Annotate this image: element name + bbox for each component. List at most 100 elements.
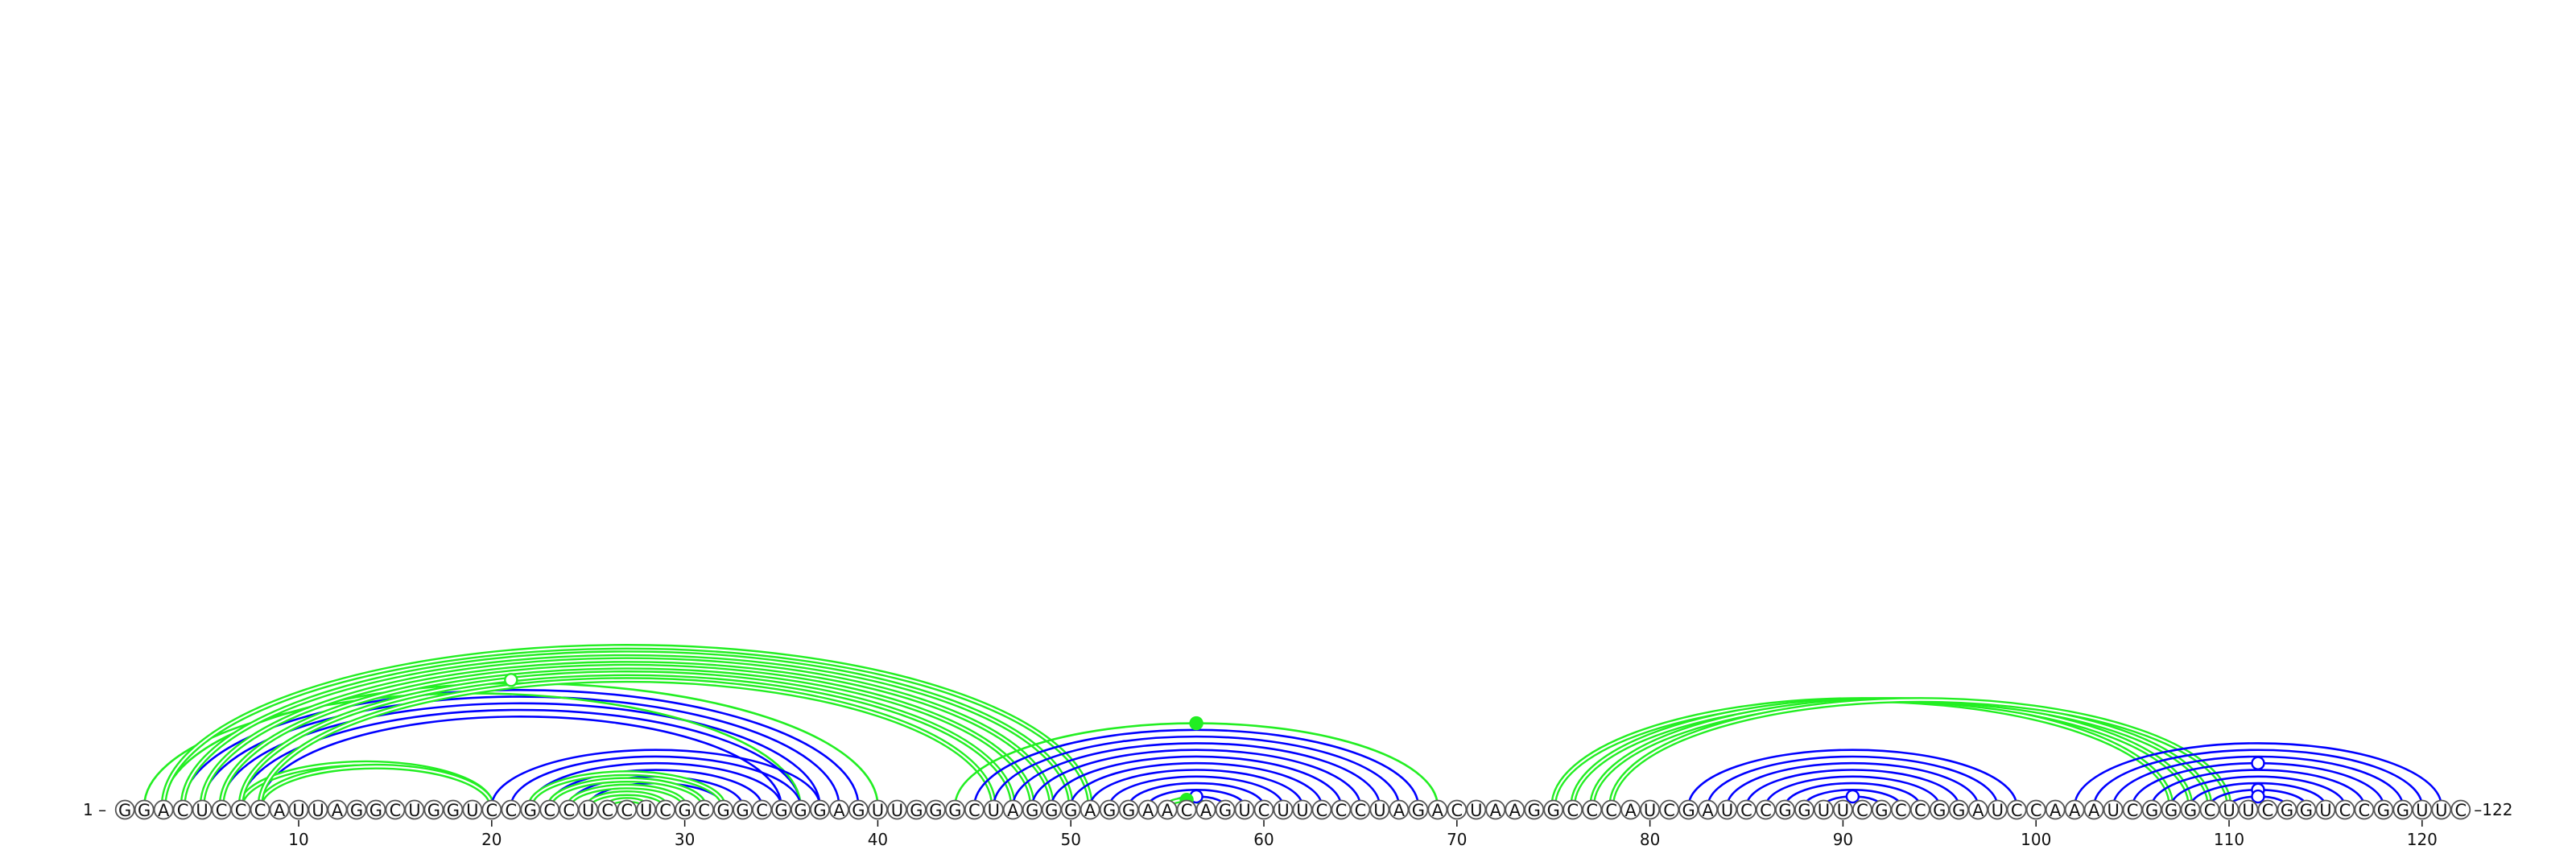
nucleotide-letter: G (447, 801, 460, 820)
nucleotide: C (617, 799, 638, 820)
nucleotide-circle (2392, 799, 2413, 820)
nucleotide-letter: G (794, 801, 807, 820)
nucleotide-letter: G (1778, 801, 1791, 820)
nucleotide-circle (771, 799, 791, 820)
nucleotide: U (887, 799, 907, 820)
nucleotide-letter: C (2339, 801, 2351, 820)
nucleotide-letter: G (1547, 801, 1560, 820)
nucleotide: C (2122, 799, 2143, 820)
nucleotide-letter: C (1605, 801, 1617, 820)
base-pair-arc (2073, 742, 2443, 807)
nucleotide-circle (1215, 799, 1236, 820)
nucleotide-letter: C (2262, 801, 2274, 820)
nucleotide: C (539, 799, 560, 820)
base-pair-arc (258, 716, 782, 807)
nucleotide: G (134, 799, 155, 820)
nucleotide-letter: G (2396, 801, 2409, 820)
arc-outline (1570, 697, 2194, 807)
nucleotide-circle (1871, 799, 1892, 820)
nucleotide-circle (2334, 799, 2355, 820)
base-pair-arc (1030, 749, 1362, 807)
nucleotide: G (1524, 799, 1545, 820)
nucleotide: A (1427, 799, 1448, 820)
nucleotide: U (462, 799, 483, 820)
nucleotide-letter: G (948, 801, 961, 820)
nucleotide-circle (1273, 799, 1294, 820)
nucleotide: A (1967, 799, 1988, 820)
tick-label: 50 (1060, 830, 1080, 849)
nucleotide-circle (211, 799, 232, 820)
nucleotide-letter: G (1952, 801, 1965, 820)
arc-core (258, 679, 995, 807)
nucleotide-circle (1408, 799, 1429, 820)
nucleotide-letter: C (1181, 801, 1193, 820)
nucleotide-circle (1890, 799, 1911, 820)
nucleotide: C (1582, 799, 1603, 820)
nucleotide-circle (983, 799, 1004, 820)
nucleotide-circle (1195, 799, 1216, 820)
nucleotide-letter: U (872, 801, 884, 820)
nucleotide-circle (1736, 799, 1757, 820)
nucleotide: C (230, 799, 251, 820)
nucleotide: C (1909, 799, 1930, 820)
nucleotide: A (327, 799, 348, 820)
base-pair-arcs (142, 643, 2443, 807)
nucleotide: G (1678, 799, 1699, 820)
nucleotide-circle (1852, 799, 1872, 820)
nucleotide: U (1273, 799, 1294, 820)
nucleotide: G (906, 799, 927, 820)
nucleotide: A (1080, 799, 1100, 820)
nucleotide-letter: G (1103, 801, 1116, 820)
nucleotide-circle (1292, 799, 1313, 820)
nucleotide-letter: A (1490, 801, 1502, 820)
nucleotide-letter: C (254, 801, 266, 820)
nucleotide-letter: C (601, 801, 613, 820)
nucleotide-letter: C (563, 801, 575, 820)
nucleotide-circle (2199, 799, 2220, 820)
nucleotide-circle (1659, 799, 1680, 820)
nucleotide-circle (694, 799, 714, 820)
nucleotide-circle (2296, 799, 2317, 820)
nucleotide-circle (1505, 799, 1525, 820)
nucleotide: U (2431, 799, 2452, 820)
nucleotide-letter: G (1798, 801, 1810, 820)
nucleotide-circle (1350, 799, 1371, 820)
nucleotide-letter: U (466, 801, 478, 820)
nucleotide: C (1756, 799, 1776, 820)
nucleotide: G (2277, 799, 2297, 820)
nucleotide: A (269, 799, 290, 820)
nucleotide-letter: U (1992, 801, 2004, 820)
nucleotide-letter: A (1084, 801, 1096, 820)
nucleotide: A (153, 799, 174, 820)
nucleotide-letter: A (1702, 801, 1714, 820)
nucleotide: G (1408, 799, 1429, 820)
nucleotide-letter: C (235, 801, 247, 820)
nucleotide: U (2103, 799, 2124, 820)
base-pair-arc (1108, 775, 1285, 807)
nucleotide-letter: G (350, 801, 363, 820)
nucleotide-letter: G (138, 801, 151, 820)
nucleotide: A (1137, 799, 1158, 820)
nucleotide-circle (906, 799, 927, 820)
nucleotide-circle (481, 799, 502, 820)
nucleotide: C (1601, 799, 1622, 820)
nucleotide: C (1311, 799, 1332, 820)
nucleotide-letter: C (1586, 801, 1598, 820)
nucleotide-circle (404, 799, 425, 820)
nucleotide-letter: C (756, 801, 768, 820)
apex-marker (2251, 756, 2265, 770)
nucleotide-letter: C (2204, 801, 2216, 820)
base-pair-arc (1088, 769, 1304, 807)
base-pair-arc (1765, 775, 1941, 807)
nucleotide-letter: C (505, 801, 517, 820)
nucleotide: G (2180, 799, 2201, 820)
nucleotide-circle (1176, 799, 1197, 820)
tick-label: 90 (1833, 830, 1853, 849)
nucleotide: U (1717, 799, 1737, 820)
nucleotide-letter: C (621, 801, 633, 820)
nucleotide-letter: C (698, 801, 710, 820)
tick-label: 100 (2021, 830, 2051, 849)
tick-label: 20 (481, 830, 502, 849)
nucleotide: G (1775, 799, 1795, 820)
apex-markers (504, 673, 2265, 807)
